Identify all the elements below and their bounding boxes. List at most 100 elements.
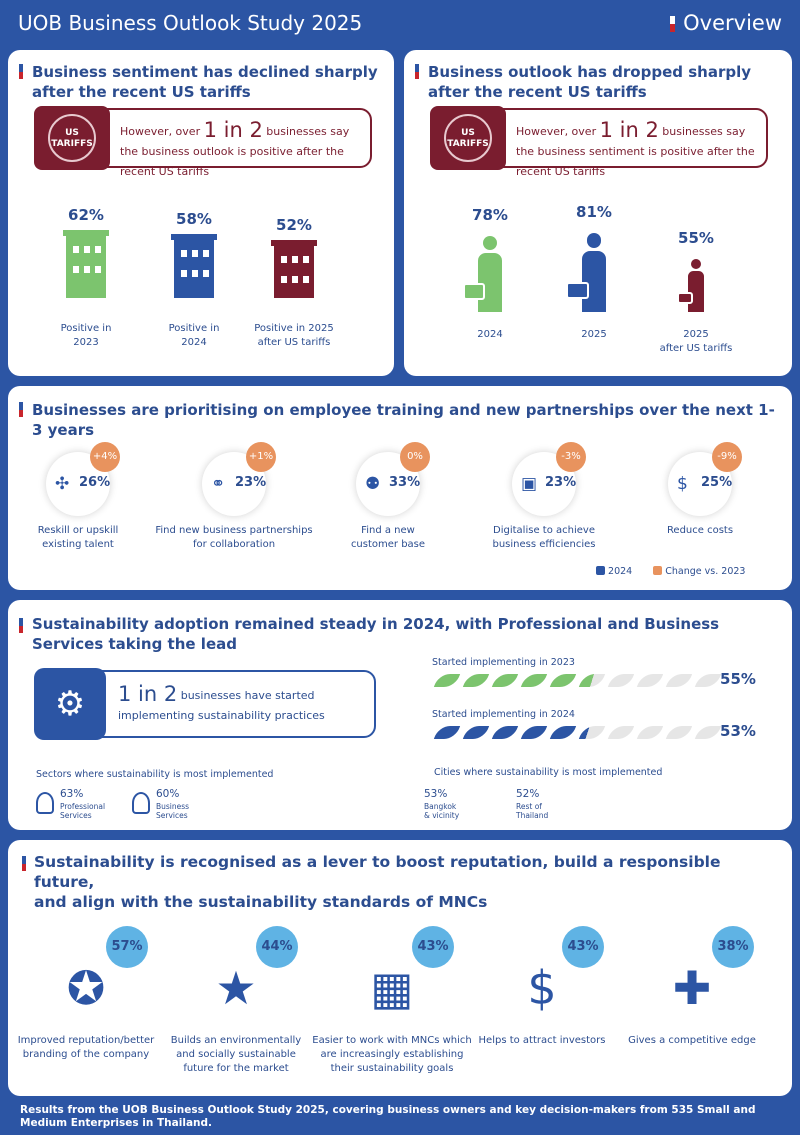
leaf-icon	[462, 674, 490, 687]
benefit-value: 43%	[562, 926, 604, 968]
sectors-title: Sectors where sustainability is most imp…	[36, 769, 274, 780]
priority-label: Reduce costs	[666, 525, 734, 536]
leaf-icon	[520, 726, 548, 739]
outlook-card: Business outlook has dropped sharply aft…	[404, 50, 792, 376]
leaf-icon	[433, 726, 461, 739]
adoption-value: 55%	[720, 670, 756, 688]
building-value: 62%	[68, 206, 104, 224]
outlook-callout: US TARIFFS However, over 1 in 2 business…	[430, 106, 768, 178]
leaf-icon	[491, 726, 519, 739]
sector-icon	[132, 792, 150, 814]
priority-label: for collaboration	[192, 539, 276, 550]
sentiment-card: Business sentiment has declined sharply …	[8, 50, 394, 376]
priority-label: customer base	[350, 539, 426, 550]
priority-value: 26%	[79, 475, 111, 490]
sector-value: 63%	[60, 788, 84, 800]
building-window	[203, 270, 209, 277]
building-window	[203, 250, 209, 257]
gear-leaf-icon: ⚙	[34, 668, 106, 740]
city-value: 53%	[424, 788, 448, 800]
priority-change-badge: -3%	[556, 442, 586, 472]
star-hand-icon: ✪	[66, 961, 106, 1015]
sentiment-heading: Business sentiment has declined sharply …	[19, 62, 382, 102]
adoption-label: Started implementing in 2024	[432, 709, 575, 720]
leaf-icon	[636, 726, 664, 739]
puzzle-icon: ✣	[55, 474, 70, 494]
building-bar	[171, 234, 217, 298]
team-puzzle-icon: ✚	[672, 961, 712, 1015]
dollar-down-icon: $	[677, 474, 688, 494]
figure-label: 2024	[477, 329, 503, 340]
city-label: Bangkok	[424, 802, 457, 811]
priority-value: 33%	[389, 475, 421, 490]
benefit-label: Easier to work with MNCs which	[312, 1035, 472, 1046]
figure-label: 2025	[683, 329, 709, 340]
cities-title: Cities where sustainability is most impl…	[434, 767, 663, 778]
figure-value: 55%	[678, 229, 714, 247]
figure-head	[691, 259, 701, 269]
priority-change-badge: -9%	[712, 442, 742, 472]
leaf-icon	[433, 674, 461, 687]
leaf-icon	[578, 726, 606, 739]
sentiment-callout-text: However, over 1 in 2 businesses say the …	[120, 118, 350, 179]
figure-briefcase-icon	[677, 292, 693, 305]
outlook-heading: Business outlook has dropped sharply aft…	[415, 62, 778, 102]
building-window	[95, 246, 101, 253]
building-window	[303, 276, 309, 283]
figure-value: 78%	[472, 206, 508, 224]
building-window	[95, 266, 101, 273]
benefit-value: 43%	[412, 926, 454, 968]
benefit-label: Builds an environmentally	[170, 1035, 302, 1046]
priorities-heading: Businesses are prioritising on employee …	[32, 401, 775, 439]
building-window	[292, 256, 298, 263]
sector-value: 60%	[156, 788, 180, 800]
thai-flag-icon	[670, 16, 676, 32]
city-value: 52%	[516, 788, 540, 800]
sector-label: Business	[156, 802, 190, 811]
sector-icon	[36, 792, 54, 814]
building-window	[292, 276, 298, 283]
building-window	[181, 250, 187, 257]
figure-label: 2025	[581, 329, 607, 340]
priority-label: Find new business partnerships	[155, 525, 313, 536]
sustainability-card: Sustainability adoption remained steady …	[8, 600, 792, 830]
figure-body	[581, 250, 607, 312]
building-window	[281, 276, 287, 283]
figure-head	[482, 236, 497, 251]
page-title: UOB Business Outlook Study 2025	[18, 11, 363, 35]
priority-label: Digitalise to achieve	[493, 525, 595, 536]
figure-briefcase-icon	[463, 282, 486, 300]
building-window	[73, 266, 79, 273]
figure-head	[586, 233, 602, 248]
priority-label: business efficiencies	[492, 539, 596, 550]
building-value: 58%	[176, 210, 212, 228]
top-bar: UOB Business Outlook Study 2025 Overview	[0, 0, 800, 48]
adoption-value: 53%	[720, 722, 756, 740]
leaf-icon	[520, 674, 548, 687]
leaf-icon	[549, 726, 577, 739]
building-label: 2024	[181, 337, 207, 348]
leaf-icon	[549, 674, 577, 687]
leaf-icon	[578, 674, 606, 687]
figure-label: after US tariffs	[659, 343, 733, 354]
adoption-label: Started implementing in 2023	[432, 657, 575, 668]
city-label: & vicinity	[424, 811, 460, 820]
priorities-card: Businesses are prioritising on employee …	[8, 386, 792, 590]
benefit-label: Gives a competitive edge	[628, 1035, 756, 1046]
building-window	[192, 250, 198, 257]
priority-circle: ⚭ 23%	[202, 452, 266, 516]
building-window	[303, 256, 309, 263]
priority-label: Reskill or upskill	[37, 525, 119, 536]
benefits-card: Sustainability is recognised as a lever …	[8, 840, 792, 1096]
building-window	[181, 270, 187, 277]
city-label: Rest of	[516, 802, 542, 811]
leaf-icon	[665, 674, 693, 687]
figure-value: 81%	[576, 203, 612, 221]
benefit-value: 38%	[712, 926, 754, 968]
handshake-icon: ⚭	[211, 474, 226, 494]
priority-change-badge: +1%	[246, 442, 276, 472]
footer-note: Results from the UOB Business Outlook St…	[20, 1104, 756, 1129]
section-label: Overview	[670, 11, 782, 35]
building-label: after US tariffs	[257, 337, 331, 348]
sentiment-callout: US TARIFFS However, over 1 in 2 business…	[34, 106, 372, 178]
